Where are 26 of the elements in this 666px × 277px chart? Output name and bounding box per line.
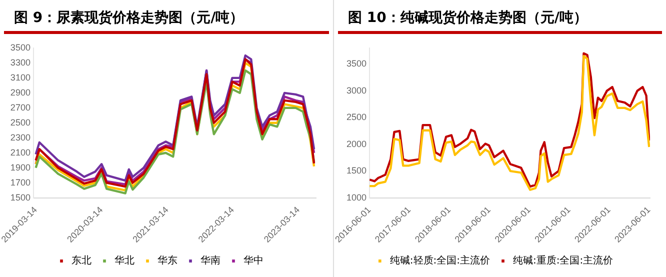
chart-title: 图 9：尿素现货价格走势图（元/吨） xyxy=(13,9,245,28)
y-tick-label: 3000 xyxy=(346,85,367,96)
legend-label: 东北 xyxy=(72,254,92,267)
legend-label: 华中 xyxy=(244,254,264,267)
y-tick-label: 2300 xyxy=(10,132,30,142)
legend-label: 华南 xyxy=(200,254,220,267)
y-tick-label: 3500 xyxy=(346,58,367,69)
y-tick-label: 1500 xyxy=(10,192,30,202)
y-tick-label: 2100 xyxy=(10,147,30,158)
y-tick-label: 3100 xyxy=(10,72,30,82)
y-tick-label: 1900 xyxy=(10,162,30,172)
y-tick-label: 1000 xyxy=(346,192,367,202)
y-tick-label: 3300 xyxy=(10,57,30,68)
chart-title: 图 10：纯碱现货价格走势图（元/吨） xyxy=(347,9,588,28)
y-tick-label: 1700 xyxy=(10,177,30,188)
legend-label: 纯碱:轻质:全国:主流价 xyxy=(390,254,490,267)
y-tick-label: 2500 xyxy=(10,117,30,128)
y-tick-label: 3500 xyxy=(10,42,30,52)
legend-label: 华东 xyxy=(158,254,178,267)
y-tick-label: 1500 xyxy=(346,166,367,176)
y-tick-label: 2900 xyxy=(10,87,30,98)
y-tick-label: 2000 xyxy=(346,138,367,149)
legend-label: 华北 xyxy=(114,254,134,267)
y-tick-label: 2500 xyxy=(346,112,367,122)
legend-label: 纯碱:重质:全国:主流价 xyxy=(513,254,614,267)
y-tick-label: 2700 xyxy=(10,102,30,112)
